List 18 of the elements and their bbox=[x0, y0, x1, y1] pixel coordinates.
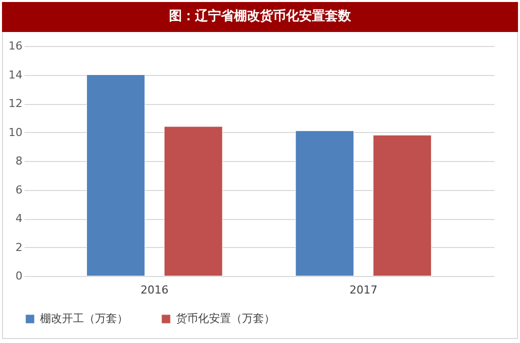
y-tick-label: 0 bbox=[16, 270, 22, 282]
y-tick-label: 2 bbox=[16, 240, 22, 254]
bar bbox=[295, 130, 354, 276]
x-tick-label: 2016 bbox=[140, 284, 169, 296]
y-tick-label: 14 bbox=[8, 68, 22, 82]
y-tick-label: 4 bbox=[16, 212, 22, 225]
y-tick-label: 6 bbox=[16, 183, 22, 196]
y-tick-label: 10 bbox=[8, 126, 22, 139]
y-tick-label: 8 bbox=[16, 154, 22, 168]
bar bbox=[164, 126, 223, 276]
y-tick-label: 16 bbox=[8, 40, 22, 52]
legend-label: 棚改开工（万套） bbox=[40, 312, 128, 325]
x-tick-label: 2017 bbox=[349, 284, 378, 296]
bar bbox=[86, 74, 146, 276]
legend-label: 货币化安置（万套） bbox=[176, 312, 275, 325]
chart-title: 图：辽宁省棚改货币化安置套数 bbox=[2, 2, 518, 32]
bar bbox=[372, 134, 432, 276]
y-tick-label: 12 bbox=[8, 97, 22, 110]
